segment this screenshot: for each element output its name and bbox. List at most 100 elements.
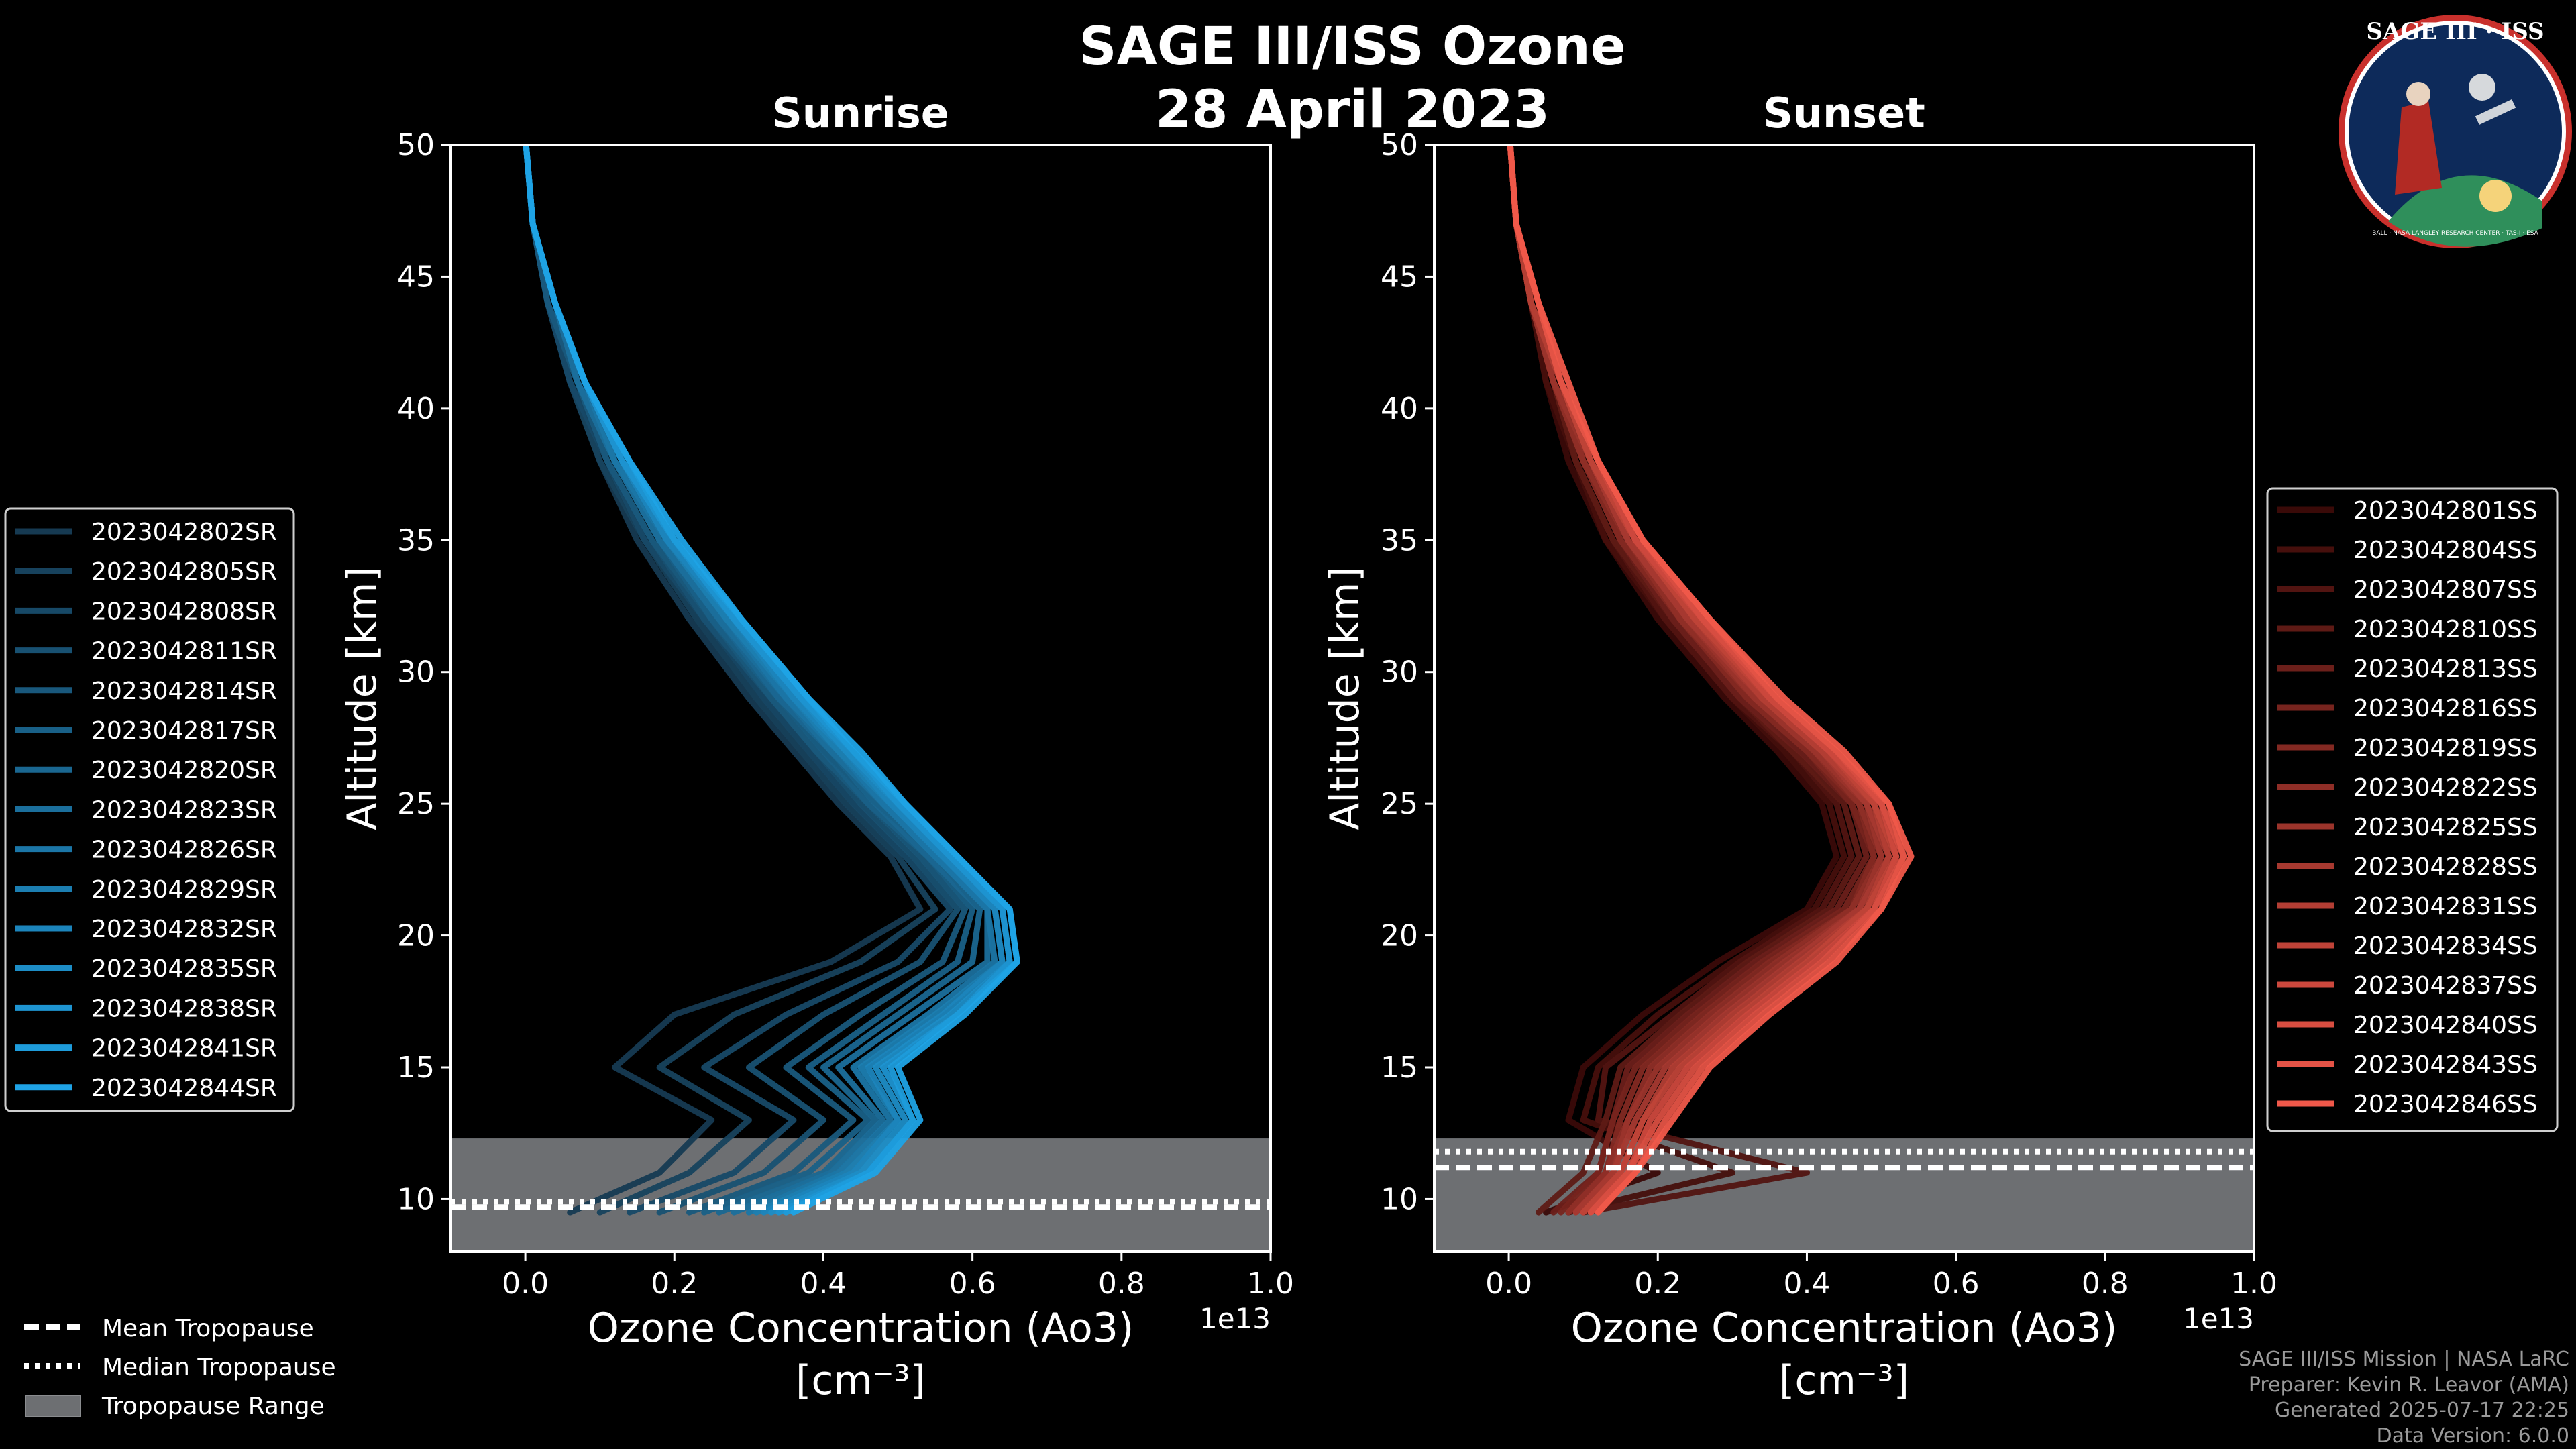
- xtick-label: 0.4: [800, 1267, 847, 1301]
- credits: SAGE III/ISS Mission | NASA LaRC Prepare…: [2239, 1348, 2569, 1448]
- logo-station-icon: [2475, 99, 2516, 125]
- figure-title: SAGE III/ISS Ozone: [1079, 17, 1625, 77]
- legend-label-2023042819SS: 2023042819SS: [2353, 735, 2538, 762]
- logo-figure-icon: [2395, 101, 2442, 195]
- xtick-label: 1.0: [2231, 1267, 2277, 1301]
- profile-line-2023042804SS: [1507, 145, 1847, 1216]
- ytick-label: 15: [1381, 1051, 1418, 1085]
- sunrise-xlabel: Ozone Concentration (Ao3): [588, 1305, 1134, 1352]
- tropopause-legend: Mean Tropopause Median Tropopause Tropop…: [24, 1315, 336, 1420]
- sunrise-tropopause-lines: [451, 1199, 1271, 1210]
- ytick-label: 40: [397, 392, 435, 426]
- tropopause-range-swatch: [25, 1395, 81, 1417]
- xtick-label: 0.6: [949, 1267, 996, 1301]
- legend-label-2023042829SR: 2023042829SR: [91, 876, 277, 904]
- legend-label-2023042838SR: 2023042838SR: [91, 995, 277, 1022]
- profile-line-2023042808SR: [523, 145, 953, 1216]
- sage-iii-iss-mission-logo: SAGE III · ISS BALL · NASA LANGLEY RESEA…: [2339, 15, 2572, 248]
- sunrise-legend: 2023042802SR 2023042805SR 2023042808SR 2023…: [4, 507, 295, 1112]
- credit-mission: SAGE III/ISS Mission | NASA LaRC: [2239, 1348, 2569, 1371]
- sunrise-profiles: [523, 145, 1020, 1216]
- ytick-label: 35: [1381, 523, 1418, 557]
- ytick-label: 50: [1381, 128, 1418, 162]
- tropopause-range-label: Tropopause Range: [101, 1393, 325, 1420]
- xtick-label: 0.2: [1634, 1267, 1681, 1301]
- legend-label-2023042816SS: 2023042816SS: [2353, 695, 2538, 722]
- ytick-label: 30: [1381, 655, 1418, 690]
- sunset-xunit: [cm⁻³]: [1779, 1357, 1909, 1404]
- sunrise-title: Sunrise: [772, 89, 949, 138]
- credit-preparer: Preparer: Kevin R. Leavor (AMA): [2249, 1373, 2569, 1397]
- legend-label-2023042843SS: 2023042843SS: [2353, 1051, 2538, 1079]
- sunset-legend-frame: [2266, 487, 2559, 1132]
- profile-line-2023042846SS: [1507, 145, 1915, 1216]
- xtick-label: 0.0: [1485, 1267, 1532, 1301]
- legend-label-2023042840SS: 2023042840SS: [2353, 1012, 2538, 1039]
- logo-sun-icon: [2479, 180, 2512, 212]
- legend-label-2023042813SS: 2023042813SS: [2353, 655, 2538, 683]
- xtick-label: 0.0: [502, 1267, 549, 1301]
- ytick-label: 30: [397, 655, 435, 690]
- logo-title: SAGE III · ISS: [2366, 18, 2544, 45]
- ytick-label: 50: [397, 128, 435, 162]
- legend-label-2023042804SS: 2023042804SS: [2353, 537, 2538, 564]
- credit-generated: Generated 2025-07-17 22:25: [2275, 1399, 2569, 1422]
- sunrise-xticks: 0.0 0.2 0.4 0.6 0.8 1.0: [502, 1252, 1294, 1301]
- sunset-xticks: 0.0 0.2 0.4 0.6 0.8 1.0: [1485, 1252, 2277, 1301]
- xtick-label: 0.2: [651, 1267, 698, 1301]
- xtick-label: 0.8: [2082, 1267, 2129, 1301]
- logo-figure-head-icon: [2406, 82, 2430, 106]
- legend-label-2023042846SS: 2023042846SS: [2353, 1091, 2538, 1118]
- legend-label-2023042822SS: 2023042822SS: [2353, 774, 2538, 802]
- sunrise-ylabel: Altitude [km]: [339, 566, 386, 830]
- legend-label-2023042820SR: 2023042820SR: [91, 757, 277, 784]
- ytick-label: 15: [397, 1051, 435, 1085]
- profile-line-2023042837SS: [1507, 145, 1900, 1216]
- legend-label-2023042826SR: 2023042826SR: [91, 837, 277, 864]
- mean-tropopause-label: Mean Tropopause: [102, 1315, 314, 1342]
- xtick-label: 1.0: [1247, 1267, 1294, 1301]
- sunset-yticks: 10 15 20 25 30 35 40 45 50: [1381, 128, 1434, 1216]
- legend-label-2023042832SR: 2023042832SR: [91, 916, 277, 943]
- legend-label-2023042837SS: 2023042837SS: [2353, 972, 2538, 1000]
- legend-label-2023042825SS: 2023042825SS: [2353, 814, 2538, 841]
- ytick-label: 45: [1381, 260, 1418, 294]
- legend-label-2023042805SR: 2023042805SR: [91, 558, 277, 586]
- sunset-legend: 2023042801SS 2023042804SS 2023042807SS 2023…: [2266, 487, 2559, 1132]
- legend-label-2023042831SS: 2023042831SS: [2353, 893, 2538, 920]
- legend-label-2023042811SR: 2023042811SR: [91, 638, 277, 665]
- legend-label-2023042807SS: 2023042807SS: [2353, 576, 2538, 604]
- ytick-label: 20: [397, 919, 435, 953]
- profile-line-2023042844SR: [523, 145, 1020, 1216]
- sunrise-axes-frame: [449, 144, 1272, 1253]
- ytick-label: 10: [1381, 1182, 1418, 1216]
- ytick-label: 25: [1381, 787, 1418, 821]
- figure-date: 28 April 2023: [1155, 80, 1550, 140]
- legend-label-2023042823SR: 2023042823SR: [91, 796, 277, 824]
- sunset-xlabel: Ozone Concentration (Ao3): [1571, 1305, 2118, 1352]
- sunset-title: Sunset: [1763, 89, 1925, 138]
- sunset-tropopause-lines: [1434, 1148, 2254, 1171]
- ytick-label: 35: [397, 523, 435, 557]
- logo-moon-icon: [2469, 74, 2496, 101]
- legend-label-2023042802SR: 2023042802SR: [91, 519, 277, 546]
- ytick-label: 20: [1381, 919, 1418, 953]
- sunset-offset-text: 1e13: [2183, 1302, 2254, 1335]
- legend-label-2023042844SR: 2023042844SR: [91, 1075, 277, 1102]
- median-tropopause-label: Median Tropopause: [102, 1354, 336, 1381]
- ytick-label: 45: [397, 260, 435, 294]
- sunset-ylabel: Altitude [km]: [1322, 566, 1368, 830]
- credit-version: Data Version: 6.0.0: [2377, 1424, 2569, 1448]
- legend-label-2023042828SS: 2023042828SS: [2353, 853, 2538, 881]
- sunrise-legend-frame: [4, 507, 295, 1112]
- legend-label-2023042841SR: 2023042841SR: [91, 1035, 277, 1063]
- xtick-label: 0.6: [1933, 1267, 1980, 1301]
- legend-label-2023042814SR: 2023042814SR: [91, 678, 277, 705]
- sunset-axes-frame: [1433, 144, 2255, 1253]
- sunrise-xunit: [cm⁻³]: [796, 1357, 926, 1404]
- ytick-label: 40: [1381, 392, 1418, 426]
- legend-label-2023042810SS: 2023042810SS: [2353, 616, 2538, 643]
